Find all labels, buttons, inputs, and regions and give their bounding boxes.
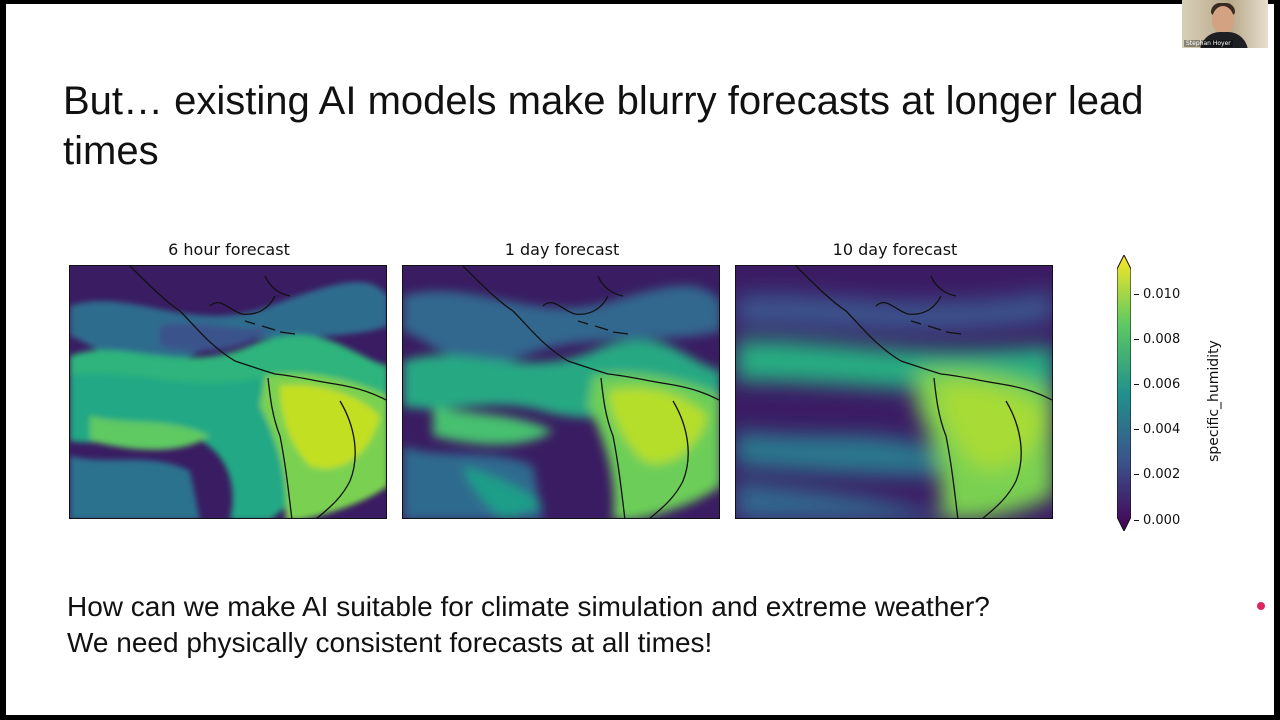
slide: But… existing AI models make blurry fore… [6,4,1274,715]
humidity-field-10d [736,266,1052,518]
webcam-person-body [1200,32,1248,48]
slide-body: How can we make AI suitable for climate … [67,589,990,661]
laser-pointer-dot [1257,602,1265,610]
forecast-figure: 6 hour forecast 1 day forecast 10 day fo… [6,4,1274,715]
colorbar-label: specific_humidity [1206,340,1222,462]
slide-title: But… existing AI models make blurry fore… [63,79,1144,173]
body-line-1: How can we make AI suitable for climate … [67,591,990,622]
forecast-map-1d [402,265,720,519]
colorbar-tick: 0.006 [1134,377,1180,392]
colorbar [1117,255,1131,531]
webcam-person-head [1212,6,1234,34]
humidity-field-1d [403,266,719,518]
colorbar-tick: 0.000 [1134,513,1180,528]
humidity-field-6h [70,266,386,518]
panel-title-10d: 10 day forecast [832,240,958,259]
webcam-thumbnail[interactable]: Stephan Hoyer [1182,0,1268,48]
panel-title-6h: 6 hour forecast [168,240,290,259]
body-line-2: We need physically consistent forecasts … [67,627,713,658]
colorbar-tick: 0.002 [1134,467,1180,482]
colorbar-tick: 0.008 [1134,332,1180,347]
forecast-map-10d [735,265,1053,519]
forecast-map-6h [69,265,387,519]
colorbar-tick: 0.010 [1134,287,1180,302]
panel-title-1d: 1 day forecast [504,240,620,259]
webcam-name-label: Stephan Hoyer [1184,40,1233,47]
colorbar-tick: 0.004 [1134,422,1180,437]
